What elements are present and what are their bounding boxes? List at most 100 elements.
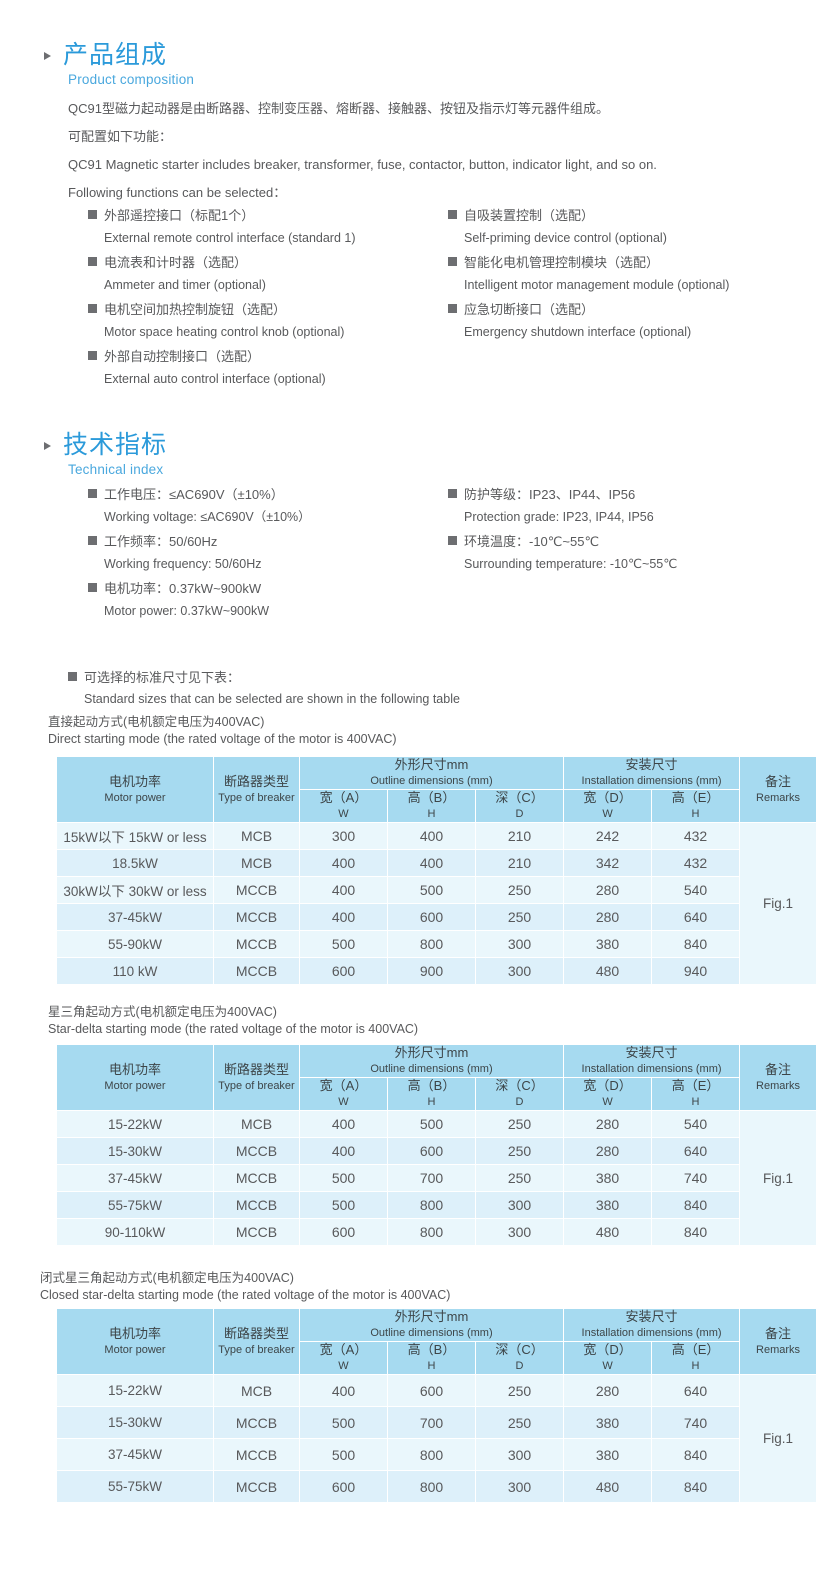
table-cell: 500 xyxy=(387,1110,476,1138)
square-bullet-icon xyxy=(88,536,97,545)
th-outline-dimensions: 外形尺寸mm Outline dimensions (mm) xyxy=(298,756,565,790)
th-height-e: 高（E） H xyxy=(651,789,741,823)
table-cell: 740 xyxy=(651,1164,741,1192)
th-height-b: 高（B） H xyxy=(387,1341,476,1375)
table-cell: 250 xyxy=(474,903,565,931)
table-caption-en: Closed star-delta starting mode (the rat… xyxy=(40,1288,451,1302)
feature-label-cn: 电流表和计时器（选配） xyxy=(88,253,356,273)
table-row: 15-30kW MCCB 400 600 250 280 640 xyxy=(56,1137,817,1165)
table-cell: MCCB xyxy=(213,903,300,931)
table-cell: 15-30kW xyxy=(56,1406,214,1439)
table-cell: 540 xyxy=(651,876,741,904)
th-breaker-type: 断路器类型 Type of breaker xyxy=(213,1044,300,1111)
table-cell: 500 xyxy=(387,876,476,904)
table-cell: 500 xyxy=(299,930,388,958)
table-cell: 300 xyxy=(474,957,565,985)
technical-features-right: 防护等级：IP23、IP44、IP56 Protection grade: IP… xyxy=(448,485,677,579)
feature-label-en: Protection grade: IP23, IP44, IP56 xyxy=(464,510,654,524)
table-cell: 740 xyxy=(651,1406,741,1439)
table-cell: 400 xyxy=(387,849,476,877)
table-row: 15-22kW MCB 400 600 250 280 640 Fig.1 xyxy=(56,1374,818,1503)
table-caption-3: 闭式星三角起动方式(电机额定电压为400VAC) Closed star-del… xyxy=(40,1270,450,1304)
table-cell: 600 xyxy=(387,903,476,931)
table-cell: 280 xyxy=(563,1137,653,1165)
intro-line-2: 可配置如下功能： xyxy=(68,129,173,144)
table-cell: 500 xyxy=(299,1191,388,1219)
table-cell: MCB xyxy=(213,1110,300,1138)
table-row: 55-90kW MCCB 500 800 300 380 840 xyxy=(56,930,817,958)
square-bullet-icon xyxy=(448,257,457,266)
feature-label-cn: 外部自动控制接口（选配） xyxy=(88,347,356,367)
section-title-cn: 产品组成 xyxy=(63,41,168,69)
table-cell: 110 kW xyxy=(56,957,214,985)
table-cell: 342 xyxy=(563,849,653,877)
feature-label-cn: 防护等级：IP23、IP44、IP56 xyxy=(448,485,677,505)
table-cell: 540 xyxy=(651,1110,741,1138)
dimension-table-direct-start: 电机功率 Motor power 断路器类型 Type of breaker 外… xyxy=(56,756,818,985)
table-cell: 640 xyxy=(651,1374,741,1407)
table-cell: 37-45kW xyxy=(56,903,214,931)
intro-line-4: Following functions can be selected： xyxy=(68,185,287,200)
table-cell: 600 xyxy=(387,1137,476,1165)
table-row: 90-110kW MCCB 600 800 300 480 840 xyxy=(56,1218,817,1246)
table-cell: 800 xyxy=(387,1218,476,1246)
section-title-cn: 技术指标 xyxy=(63,431,168,459)
th-installation-dimensions: 安装尺寸 Installation dimensions (mm) xyxy=(563,756,741,790)
square-bullet-icon xyxy=(448,489,457,498)
section-title-en: Technical index xyxy=(68,462,164,477)
standard-sizes-note: 可选择的标准尺寸见下表： Standard sizes that can be … xyxy=(68,668,460,710)
table-cell: 300 xyxy=(474,930,565,958)
table-cell: MCB xyxy=(213,822,300,850)
table-cell: 15-22kW xyxy=(56,1110,214,1138)
table-row: 18.5kW MCB 400 400 210 342 432 xyxy=(56,849,817,877)
table-cell: 480 xyxy=(563,957,653,985)
th-installation-dimensions: 安装尺寸 Installation dimensions (mm) xyxy=(563,1044,741,1078)
table-row: 37-45kW MCCB 500 800 300 380 840 xyxy=(56,1438,817,1471)
table-cell: 280 xyxy=(563,876,653,904)
table-cell: 380 xyxy=(563,1406,653,1439)
feature-item: 电机功率：0.37kW~900kW Motor power: 0.37kW~90… xyxy=(88,579,311,623)
table-cell: 840 xyxy=(651,1470,741,1503)
intro-line-3: QC91 Magnetic starter includes breaker, … xyxy=(68,157,657,172)
table-cell: 500 xyxy=(299,1164,388,1192)
table-caption-1: 直接起动方式(电机额定电压为400VAC) Direct starting mo… xyxy=(48,714,397,748)
table-cell: 840 xyxy=(651,1218,741,1246)
th-width-a: 宽（A） W xyxy=(299,1077,388,1111)
feature-label-cn: 自吸装置控制（选配） xyxy=(448,206,729,226)
feature-label-en: External auto control interface (optiona… xyxy=(104,372,326,386)
table-cell: 840 xyxy=(651,1438,741,1471)
table-cell: 250 xyxy=(474,1137,565,1165)
table-row: 55-75kW MCCB 600 800 300 480 840 xyxy=(56,1470,817,1503)
table-cell: MCCB xyxy=(213,930,300,958)
table-cell: 242 xyxy=(563,822,653,850)
table-cell: 55-75kW xyxy=(56,1191,214,1219)
table-cell: 300 xyxy=(299,822,388,850)
table-cell: 400 xyxy=(299,1110,388,1138)
table-cell: 250 xyxy=(474,1164,565,1192)
table-cell: 400 xyxy=(299,876,388,904)
feature-label-cn: 外部遥控接口（标配1个） xyxy=(88,206,356,226)
triangle-bullet-icon xyxy=(44,52,51,60)
table-cell: 90-110kW xyxy=(56,1218,214,1246)
table-cell-remarks: Fig.1 xyxy=(739,822,818,985)
feature-label-cn: 工作电压：≤AC690V（±10%） xyxy=(88,485,311,505)
table-cell: 30kW以下 30kW or less xyxy=(56,876,214,904)
table-cell: 300 xyxy=(474,1438,565,1471)
table-cell: MCB xyxy=(213,849,300,877)
table-cell: 15-30kW xyxy=(56,1137,214,1165)
table-cell: 400 xyxy=(299,903,388,931)
intro-line-1: QC91型磁力起动器是由断路器、控制变压器、熔断器、接触器、按钮及指示灯等元器件… xyxy=(68,101,609,116)
table-cell: 18.5kW xyxy=(56,849,214,877)
table-caption-en: Direct starting mode (the rated voltage … xyxy=(48,732,397,746)
feature-item: 电流表和计时器（选配） Ammeter and timer (optional) xyxy=(88,253,356,297)
feature-item: 外部自动控制接口（选配） External auto control inter… xyxy=(88,347,356,391)
feature-item: 工作电压：≤AC690V（±10%） Working voltage: ≤AC6… xyxy=(88,485,311,529)
triangle-bullet-icon xyxy=(44,442,51,450)
square-bullet-icon xyxy=(88,489,97,498)
table-cell: 250 xyxy=(474,1110,565,1138)
table-cell: 250 xyxy=(474,1406,565,1439)
table-cell: 840 xyxy=(651,1191,741,1219)
table-cell: MCCB xyxy=(213,1470,300,1503)
table-cell: 500 xyxy=(299,1438,388,1471)
